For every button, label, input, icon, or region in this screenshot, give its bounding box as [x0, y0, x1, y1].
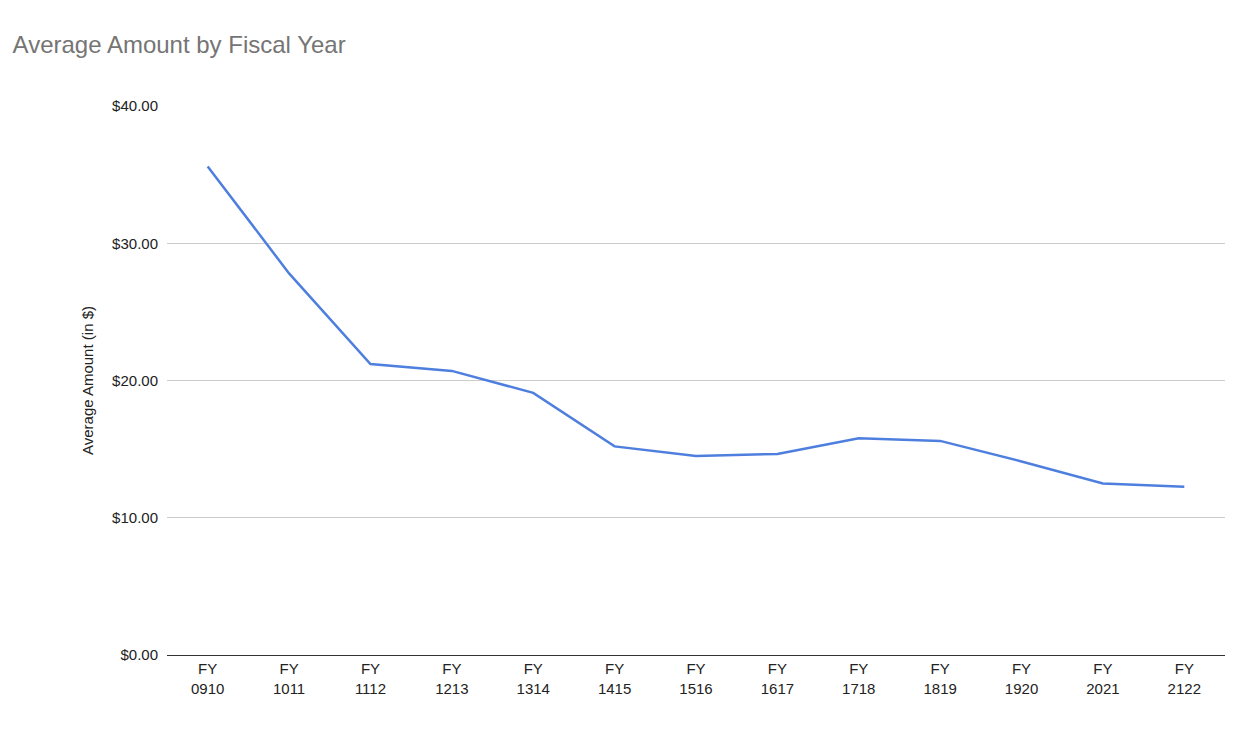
- svg-text:$0.00: $0.00: [120, 646, 158, 663]
- svg-text:$40.00: $40.00: [112, 97, 158, 114]
- svg-text:FY1314: FY1314: [517, 660, 550, 697]
- svg-text:FY2122: FY2122: [1168, 660, 1201, 697]
- svg-text:FY2021: FY2021: [1086, 660, 1119, 697]
- svg-text:$30.00: $30.00: [112, 235, 158, 252]
- svg-text:Average Amount (in $): Average Amount (in $): [79, 306, 96, 455]
- svg-text:$10.00: $10.00: [112, 509, 158, 526]
- svg-text:FY1213: FY1213: [435, 660, 468, 697]
- svg-text:$20.00: $20.00: [112, 372, 158, 389]
- svg-text:FY1819: FY1819: [923, 660, 956, 697]
- svg-text:FY1112: FY1112: [355, 660, 386, 697]
- svg-text:FY1011: FY1011: [273, 660, 305, 697]
- svg-text:FY1415: FY1415: [598, 660, 631, 697]
- svg-text:FY1516: FY1516: [679, 660, 712, 697]
- svg-text:Average Amount by Fiscal Year: Average Amount by Fiscal Year: [13, 31, 346, 58]
- svg-text:FY1920: FY1920: [1005, 660, 1038, 697]
- svg-text:FY1718: FY1718: [842, 660, 875, 697]
- svg-text:FY0910: FY0910: [191, 660, 224, 697]
- svg-text:FY1617: FY1617: [761, 660, 794, 697]
